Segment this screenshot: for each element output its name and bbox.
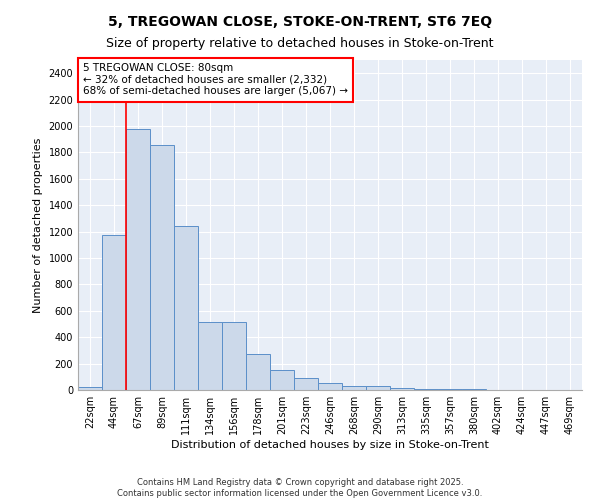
Text: 5 TREGOWAN CLOSE: 80sqm
← 32% of detached houses are smaller (2,332)
68% of semi: 5 TREGOWAN CLOSE: 80sqm ← 32% of detache… — [83, 64, 348, 96]
Bar — [222, 322, 246, 390]
X-axis label: Distribution of detached houses by size in Stoke-on-Trent: Distribution of detached houses by size … — [171, 440, 489, 450]
Bar — [102, 235, 126, 390]
Bar — [366, 386, 390, 390]
Bar — [342, 386, 366, 390]
Text: Size of property relative to detached houses in Stoke-on-Trent: Size of property relative to detached ho… — [106, 38, 494, 51]
Bar — [414, 389, 438, 390]
Bar — [126, 128, 150, 390]
Bar — [78, 386, 102, 390]
Bar — [198, 322, 222, 390]
Bar — [294, 378, 318, 390]
Bar — [318, 384, 342, 390]
Bar — [150, 145, 174, 390]
Bar — [174, 226, 198, 390]
Bar — [270, 370, 294, 390]
Text: Contains HM Land Registry data © Crown copyright and database right 2025.
Contai: Contains HM Land Registry data © Crown c… — [118, 478, 482, 498]
Bar — [390, 388, 414, 390]
Y-axis label: Number of detached properties: Number of detached properties — [33, 138, 43, 312]
Bar — [246, 354, 270, 390]
Text: 5, TREGOWAN CLOSE, STOKE-ON-TRENT, ST6 7EQ: 5, TREGOWAN CLOSE, STOKE-ON-TRENT, ST6 7… — [108, 15, 492, 29]
